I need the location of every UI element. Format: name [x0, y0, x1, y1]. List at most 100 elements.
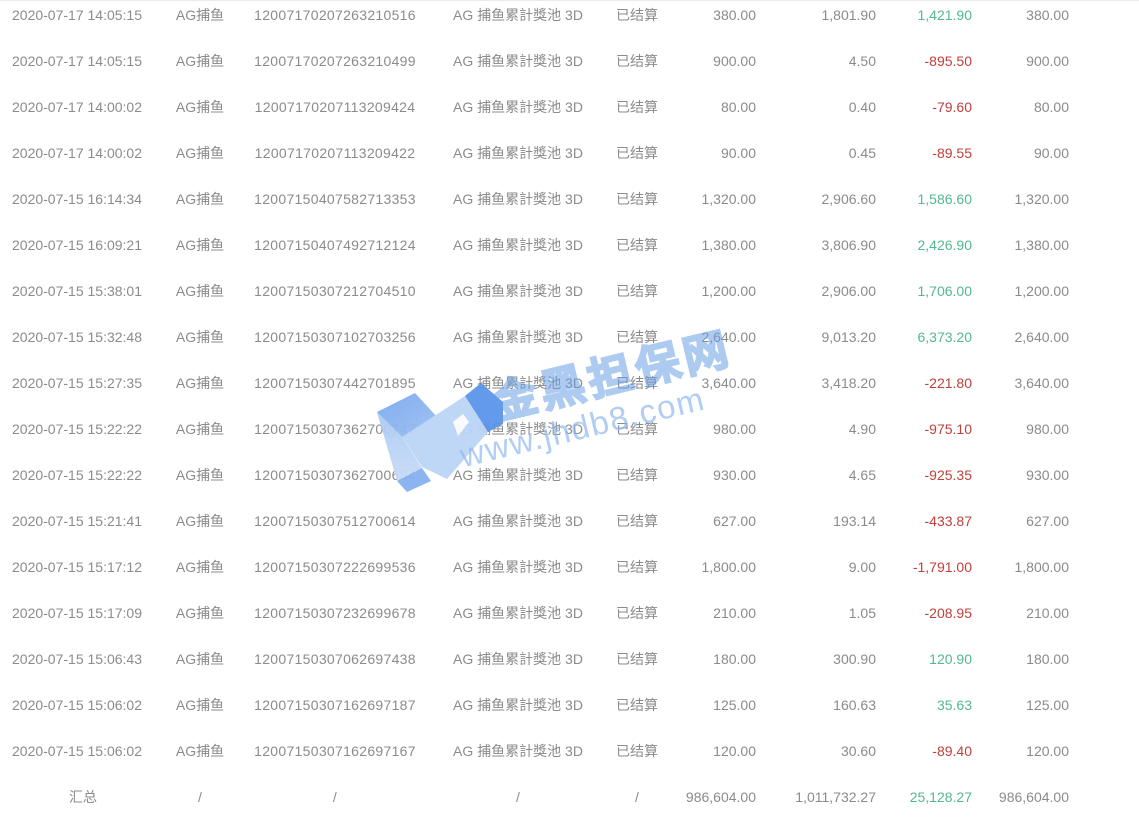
cell-game-name: AG 捕鱼累計獎池 3D [453, 329, 583, 345]
cell-profit: 35.63 [936, 697, 972, 713]
cell-valid-bet: 210.00 [1026, 605, 1069, 621]
cell-game-name: AG 捕鱼累計獎池 3D [453, 467, 583, 483]
cell-profit: -89.55 [932, 145, 972, 161]
cell-status: 已结算 [616, 421, 658, 437]
cell-bet-amount: 1,320.00 [701, 191, 757, 207]
cell-profit: -975.10 [924, 421, 972, 437]
cell-bet-amount: 80.00 [720, 99, 756, 115]
cell-time: 2020-07-15 15:17:09 [12, 605, 142, 621]
table-row: 2020-07-15 15:06:02 AG捕鱼 12007150307162697… [0, 682, 1139, 728]
cell-payout-amount: 0.40 [848, 99, 876, 115]
cell-bet-amount: 210.00 [713, 605, 756, 621]
cell-valid-bet: 980.00 [1026, 421, 1069, 437]
cell-payout-amount: 3,418.20 [821, 375, 877, 391]
cell-game-type: AG捕鱼 [175, 375, 225, 391]
cell-game-type: AG捕鱼 [175, 99, 225, 115]
cell-game-type: AG捕鱼 [175, 53, 225, 69]
cell-order-number: 12007170207263210499 [254, 53, 416, 69]
cell-bet-amount: 980.00 [713, 421, 756, 437]
table-row: 2020-07-15 15:17:09 AG捕鱼 12007150307232699… [0, 590, 1139, 636]
cell-time: 2020-07-15 15:32:48 [12, 329, 142, 345]
cell-game-name: AG 捕鱼累計獎池 3D [453, 7, 583, 23]
table-top-divider [0, 0, 1139, 1]
cell-order-number: 12007150307362700684 [254, 467, 416, 483]
cell-game-type: AG捕鱼 [175, 7, 225, 23]
cell-payout-amount: 1,801.90 [821, 7, 877, 23]
cell-time: 2020-07-17 14:00:02 [12, 145, 142, 161]
cell-order-number: 12007150407492712124 [254, 237, 416, 253]
cell-time: 2020-07-15 15:17:12 [12, 559, 142, 575]
cell-payout-amount: 2,906.60 [821, 191, 877, 207]
cell-game-name: AG 捕鱼累計獎池 3D [453, 99, 583, 115]
cell-status: 已结算 [616, 651, 658, 667]
cell-payout-amount: 0.45 [848, 145, 876, 161]
cell-status: 已结算 [616, 467, 658, 483]
cell-profit: 1,421.90 [917, 7, 973, 23]
cell-order-number: 12007170207113209424 [254, 99, 416, 115]
cell-game-name: / [516, 789, 520, 805]
cell-bet-amount: 125.00 [713, 697, 756, 713]
cell-time: 2020-07-15 15:21:41 [12, 513, 142, 529]
table-row: 2020-07-15 16:09:21 AG捕鱼 12007150407492712… [0, 222, 1139, 268]
cell-time: 2020-07-15 15:06:02 [12, 697, 142, 713]
cell-bet-amount: 380.00 [713, 7, 756, 23]
cell-game-name: AG 捕鱼累計獎池 3D [453, 513, 583, 529]
cell-status: 已结算 [616, 7, 658, 23]
cell-status: 已结算 [616, 191, 658, 207]
cell-time: 2020-07-15 15:06:02 [12, 743, 142, 759]
cell-order-number: 12007150307362700747 [254, 421, 416, 437]
cell-game-type: AG捕鱼 [175, 559, 225, 575]
cell-bet-amount: 1,380.00 [701, 237, 757, 253]
cell-bet-amount: 930.00 [713, 467, 756, 483]
cell-game-type: AG捕鱼 [175, 467, 225, 483]
summary-label: 汇总 [69, 789, 97, 805]
cell-bet-amount: 1,800.00 [701, 559, 757, 575]
cell-valid-bet: 1,320.00 [1014, 191, 1070, 207]
cell-game-type: AG捕鱼 [175, 145, 225, 161]
cell-game-type: / [198, 789, 202, 805]
table-row: 2020-07-15 15:22:22 AG捕鱼 12007150307362700… [0, 452, 1139, 498]
cell-game-type: AG捕鱼 [175, 237, 225, 253]
cell-order-number: 12007150307062697438 [254, 651, 416, 667]
cell-status: 已结算 [616, 697, 658, 713]
cell-valid-bet: 90.00 [1033, 145, 1069, 161]
cell-payout-amount: 160.63 [833, 697, 876, 713]
cell-time: 2020-07-15 16:14:34 [12, 191, 142, 207]
cell-time: 2020-07-17 14:00:02 [12, 99, 142, 115]
cell-profit: 120.90 [929, 651, 972, 667]
cell-valid-bet: 120.00 [1026, 743, 1069, 759]
table-row: 2020-07-17 14:05:15 AG捕鱼 12007170207263210… [0, 38, 1139, 84]
cell-status: 已结算 [616, 513, 658, 529]
table-row: 2020-07-17 14:00:02 AG捕鱼 12007170207113209… [0, 130, 1139, 176]
cell-valid-bet: 1,800.00 [1014, 559, 1070, 575]
cell-payout-amount: 193.14 [833, 513, 876, 529]
cell-bet-amount: 627.00 [713, 513, 756, 529]
cell-valid-bet: 2,640.00 [1014, 329, 1070, 345]
cell-game-name: AG 捕鱼累計獎池 3D [453, 145, 583, 161]
cell-order-number: 12007170207113209422 [254, 145, 416, 161]
cell-order-number: / [332, 789, 338, 805]
cell-payout-amount: 4.90 [848, 421, 876, 437]
table-row: 2020-07-15 15:06:43 AG捕鱼 12007150307062697… [0, 636, 1139, 682]
cell-payout-amount: 30.60 [840, 743, 876, 759]
cell-status: 已结算 [616, 283, 658, 299]
cell-game-type: AG捕鱼 [175, 191, 225, 207]
cell-valid-bet: 125.00 [1026, 697, 1069, 713]
cell-valid-bet: 986,604.00 [998, 789, 1069, 805]
table-row: 2020-07-15 15:27:35 AG捕鱼 12007150307442701… [0, 360, 1139, 406]
cell-game-name: AG 捕鱼累計獎池 3D [453, 743, 583, 759]
cell-profit: -208.95 [924, 605, 972, 621]
cell-game-name: AG 捕鱼累計獎池 3D [453, 283, 583, 299]
cell-status: 已结算 [616, 145, 658, 161]
cell-bet-amount: 90.00 [720, 145, 756, 161]
cell-payout-amount: 3,806.90 [821, 237, 877, 253]
table-row: 2020-07-15 15:38:01 AG捕鱼 12007150307212704… [0, 268, 1139, 314]
cell-order-number: 12007150307102703256 [254, 329, 416, 345]
cell-game-name: AG 捕鱼累計獎池 3D [453, 421, 583, 437]
cell-profit: 1,706.00 [917, 283, 973, 299]
cell-profit: 25,128.27 [909, 789, 972, 805]
cell-bet-amount: 120.00 [713, 743, 756, 759]
cell-profit: 2,426.90 [917, 237, 973, 253]
